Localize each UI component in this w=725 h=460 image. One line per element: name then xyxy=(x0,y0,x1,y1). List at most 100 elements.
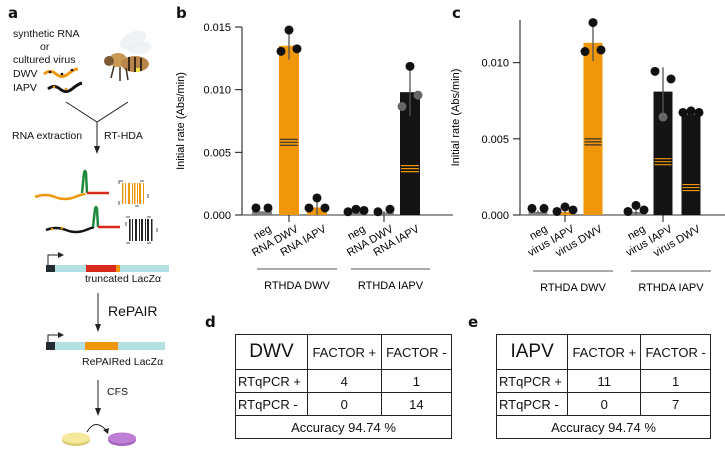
purple-disc-icon xyxy=(108,432,136,446)
group-label: RTHDA IAPV xyxy=(638,282,704,294)
data-point xyxy=(658,112,668,122)
row-header: RTqPCR + xyxy=(495,369,569,393)
y-tick-label: 0.005 xyxy=(203,147,231,159)
data-point xyxy=(413,90,423,100)
y-tick-label: 0.010 xyxy=(203,85,231,97)
data-point xyxy=(292,44,302,54)
data-point xyxy=(588,18,598,28)
col-header-factor-neg: FACTOR - xyxy=(380,334,453,370)
data-point xyxy=(527,203,537,213)
data-point xyxy=(596,45,606,55)
table-cell: 0 xyxy=(567,392,642,416)
data-point xyxy=(351,204,361,214)
arrow-down-icon xyxy=(95,324,101,332)
table-corner-label: IAPV xyxy=(495,334,569,370)
y-tick-label: 0.010 xyxy=(481,58,509,70)
table-row: RTqPCR + 4 1 xyxy=(235,369,453,393)
barcode-orange-icon xyxy=(118,180,149,207)
panel-a-letter: a xyxy=(8,4,19,22)
y-tick-label: 0.005 xyxy=(481,134,509,146)
data-point xyxy=(320,203,330,213)
dwv-contingency-table: DWV FACTOR + FACTOR - RTqPCR + 4 1 RTqPC… xyxy=(235,334,453,439)
truncated-lacz-construct xyxy=(46,265,169,272)
data-point xyxy=(639,205,649,215)
data-point xyxy=(650,66,660,76)
panel-d-letter: d xyxy=(205,313,216,331)
cfs-step-label: CFS xyxy=(107,386,128,398)
bar xyxy=(583,42,603,215)
data-point xyxy=(343,207,353,217)
table-corner-label: DWV xyxy=(235,334,308,370)
arrow-down-icon xyxy=(94,146,100,154)
construct-repaired-label: RePAIRed LacZα xyxy=(82,356,164,368)
data-point xyxy=(560,202,570,212)
source-label-line3: cultured virus xyxy=(13,54,76,66)
bar xyxy=(279,45,299,215)
data-point xyxy=(623,206,633,216)
source-label-line2: or xyxy=(40,41,50,53)
table-row: RTqPCR - 0 7 xyxy=(495,392,711,416)
table-cell: 1 xyxy=(380,369,453,393)
table-cell: 11 xyxy=(567,369,642,393)
data-point xyxy=(359,205,369,215)
table-row: RTqPCR + 11 1 xyxy=(495,369,711,393)
group-label: RTHDA DWV xyxy=(540,282,606,294)
bar xyxy=(400,92,420,215)
data-point xyxy=(385,204,395,214)
col-header-factor-neg: FACTOR - xyxy=(640,334,711,370)
y-tick-label: 0.000 xyxy=(203,210,231,222)
y-tick-label: 0.015 xyxy=(203,22,231,34)
bar xyxy=(653,91,673,215)
data-point xyxy=(552,206,562,216)
bar xyxy=(252,211,272,215)
table-cell: 1 xyxy=(640,369,711,393)
accuracy-value: Accuracy 94.74 % xyxy=(496,415,711,439)
promoter-arrow-icon xyxy=(47,334,60,345)
data-point xyxy=(568,205,578,215)
data-point xyxy=(263,203,273,213)
data-point xyxy=(304,203,314,213)
virus-label-iapv: IAPV xyxy=(13,82,37,94)
step-rna-extraction: RNA extraction xyxy=(12,130,83,142)
group-label: RTHDA IAPV xyxy=(358,280,424,292)
data-point xyxy=(276,46,286,56)
y-tick-label: 0.000 xyxy=(481,210,509,222)
chart-c: Initial rate (Abs/min) 0.000 0.005 0.010 RTH… xyxy=(450,18,725,294)
table-row: RTqPCR - 0 14 xyxy=(235,392,453,416)
group-label: RTHDA DWV xyxy=(264,280,330,292)
curved-arrow-icon xyxy=(86,424,107,433)
bee-icon xyxy=(104,30,152,81)
panel-e-letter: e xyxy=(468,313,479,331)
promoter-arrow-icon xyxy=(47,254,60,265)
data-point xyxy=(631,200,641,210)
repaired-lacz-construct xyxy=(46,342,165,350)
schematic-drawing xyxy=(34,30,169,446)
table-cell: 0 xyxy=(306,392,382,416)
repair-step-label: RePAIR xyxy=(108,303,158,319)
step-rt-hda: RT-HDA xyxy=(104,130,143,142)
arrow-down-icon xyxy=(95,408,101,416)
data-point xyxy=(678,107,688,117)
data-point xyxy=(686,106,696,116)
data-point xyxy=(373,207,383,217)
data-point xyxy=(580,47,590,57)
col-header-factor-pos: FACTOR + xyxy=(567,334,642,370)
panel-c-letter: c xyxy=(452,4,461,22)
data-point xyxy=(694,107,704,117)
y-axis-label: Initial rate (Abs/min) xyxy=(175,72,187,170)
barcode-black-icon xyxy=(125,216,158,244)
bar xyxy=(681,114,701,215)
row-header: RTqPCR + xyxy=(235,369,308,393)
table-cell: 4 xyxy=(306,369,382,393)
data-point xyxy=(397,101,407,111)
iapv-contingency-table: IAPV FACTOR + FACTOR - RTqPCR + 11 1 RTq… xyxy=(495,334,711,439)
data-point xyxy=(666,74,676,84)
row-header: RTqPCR - xyxy=(495,392,569,416)
source-label-line1: synthetic RNA xyxy=(13,28,80,40)
virus-label-dwv: DWV xyxy=(13,68,38,80)
panel-b-letter: b xyxy=(176,4,187,22)
data-point xyxy=(251,203,261,213)
data-point xyxy=(405,61,415,71)
construct-truncated-label: truncated LacZα xyxy=(85,273,162,285)
y-axis-label: Initial rate (Abs/min) xyxy=(450,69,462,167)
